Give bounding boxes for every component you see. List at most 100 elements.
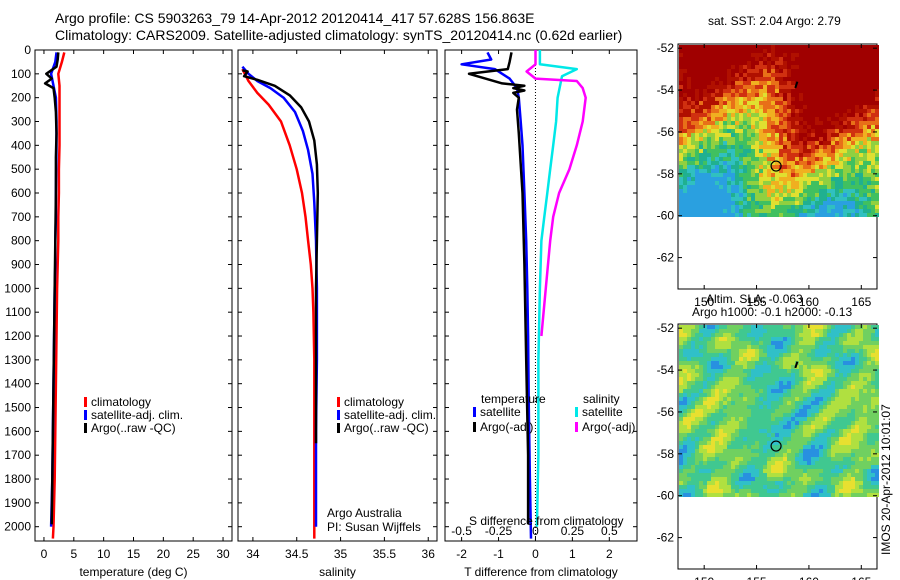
heat-cell — [735, 397, 739, 401]
heat-cell — [679, 485, 683, 489]
heat-cell — [871, 45, 875, 49]
heat-cell — [859, 469, 863, 473]
heat-cell — [839, 133, 843, 137]
heat-cell — [731, 421, 735, 425]
heat-cell — [787, 361, 791, 365]
heat-cell — [683, 97, 687, 101]
heat-cell — [839, 49, 843, 53]
heat-cell — [807, 457, 811, 461]
heat-cell — [731, 349, 735, 353]
heat-cell — [815, 365, 819, 369]
heat-cell — [831, 113, 835, 117]
heat-cell — [687, 117, 691, 121]
heat-cell — [739, 101, 743, 105]
heat-cell — [739, 441, 743, 445]
map-y-tick-label: -54 — [657, 83, 675, 97]
heat-cell — [783, 77, 787, 81]
heat-cell — [687, 197, 691, 201]
heat-cell — [775, 481, 779, 485]
heat-cell — [719, 157, 723, 161]
heat-cell — [739, 345, 743, 349]
heat-cell — [735, 161, 739, 165]
heat-cell — [847, 341, 851, 345]
heat-cell — [843, 93, 847, 97]
heat-cell — [867, 213, 871, 217]
heat-cell — [691, 137, 695, 141]
heat-cell — [771, 121, 775, 125]
heat-cell — [683, 413, 687, 417]
heat-cell — [863, 465, 867, 469]
heat-cell — [791, 201, 795, 205]
heat-cell — [711, 105, 715, 109]
heat-cell — [863, 197, 867, 201]
heat-cell — [855, 413, 859, 417]
heat-cell — [711, 409, 715, 413]
heat-cell — [703, 421, 707, 425]
heat-cell — [719, 137, 723, 141]
heat-cell — [863, 137, 867, 141]
heat-cell — [831, 473, 835, 477]
heat-cell — [827, 161, 831, 165]
heat-cell — [683, 185, 687, 189]
heat-cell — [863, 65, 867, 69]
heat-cell — [683, 373, 687, 377]
heat-cell — [747, 117, 751, 121]
heat-cell — [799, 369, 803, 373]
heat-cell — [791, 185, 795, 189]
heat-cell — [871, 57, 875, 61]
heat-cell — [679, 105, 683, 109]
heat-cell — [735, 133, 739, 137]
heat-cell — [687, 173, 691, 177]
heat-cell — [763, 489, 767, 493]
heat-cell — [727, 185, 731, 189]
heat-cell — [803, 429, 807, 433]
heat-cell — [799, 349, 803, 353]
heat-cell — [703, 325, 707, 329]
heat-cell — [855, 157, 859, 161]
heat-cell — [867, 389, 871, 393]
heat-cell — [703, 445, 707, 449]
heat-cell — [875, 429, 879, 433]
heat-cell — [719, 337, 723, 341]
heat-cell — [679, 209, 683, 213]
heat-cell — [779, 469, 783, 473]
heat-cell — [835, 85, 839, 89]
heat-cell — [687, 381, 691, 385]
heat-cell — [679, 341, 683, 345]
heat-cell — [855, 369, 859, 373]
heat-cell — [803, 173, 807, 177]
heat-cell — [735, 165, 739, 169]
heat-cell — [727, 181, 731, 185]
heat-cell — [811, 77, 815, 81]
heat-cell — [735, 97, 739, 101]
heat-cell — [795, 373, 799, 377]
heat-cell — [875, 473, 879, 477]
heat-cell — [755, 373, 759, 377]
heat-cell — [715, 129, 719, 133]
heat-cell — [699, 113, 703, 117]
heat-cell — [735, 413, 739, 417]
heat-cell — [855, 361, 859, 365]
heat-cell — [775, 489, 779, 493]
heat-cell — [695, 77, 699, 81]
heat-cell — [779, 417, 783, 421]
heat-cell — [763, 205, 767, 209]
heat-cell — [743, 477, 747, 481]
heat-cell — [839, 177, 843, 181]
heat-cell — [799, 353, 803, 357]
heat-cell — [851, 413, 855, 417]
heat-cell — [811, 97, 815, 101]
heat-cell — [755, 57, 759, 61]
heat-cell — [739, 145, 743, 149]
heat-cell — [779, 141, 783, 145]
heat-cell — [803, 81, 807, 85]
heat-cell — [699, 129, 703, 133]
heat-cell — [779, 433, 783, 437]
heat-cell — [763, 69, 767, 73]
heat-cell — [771, 433, 775, 437]
heat-cell — [735, 185, 739, 189]
heat-cell — [791, 93, 795, 97]
heat-cell — [679, 137, 683, 141]
heat-cell — [867, 429, 871, 433]
heat-cell — [863, 125, 867, 129]
